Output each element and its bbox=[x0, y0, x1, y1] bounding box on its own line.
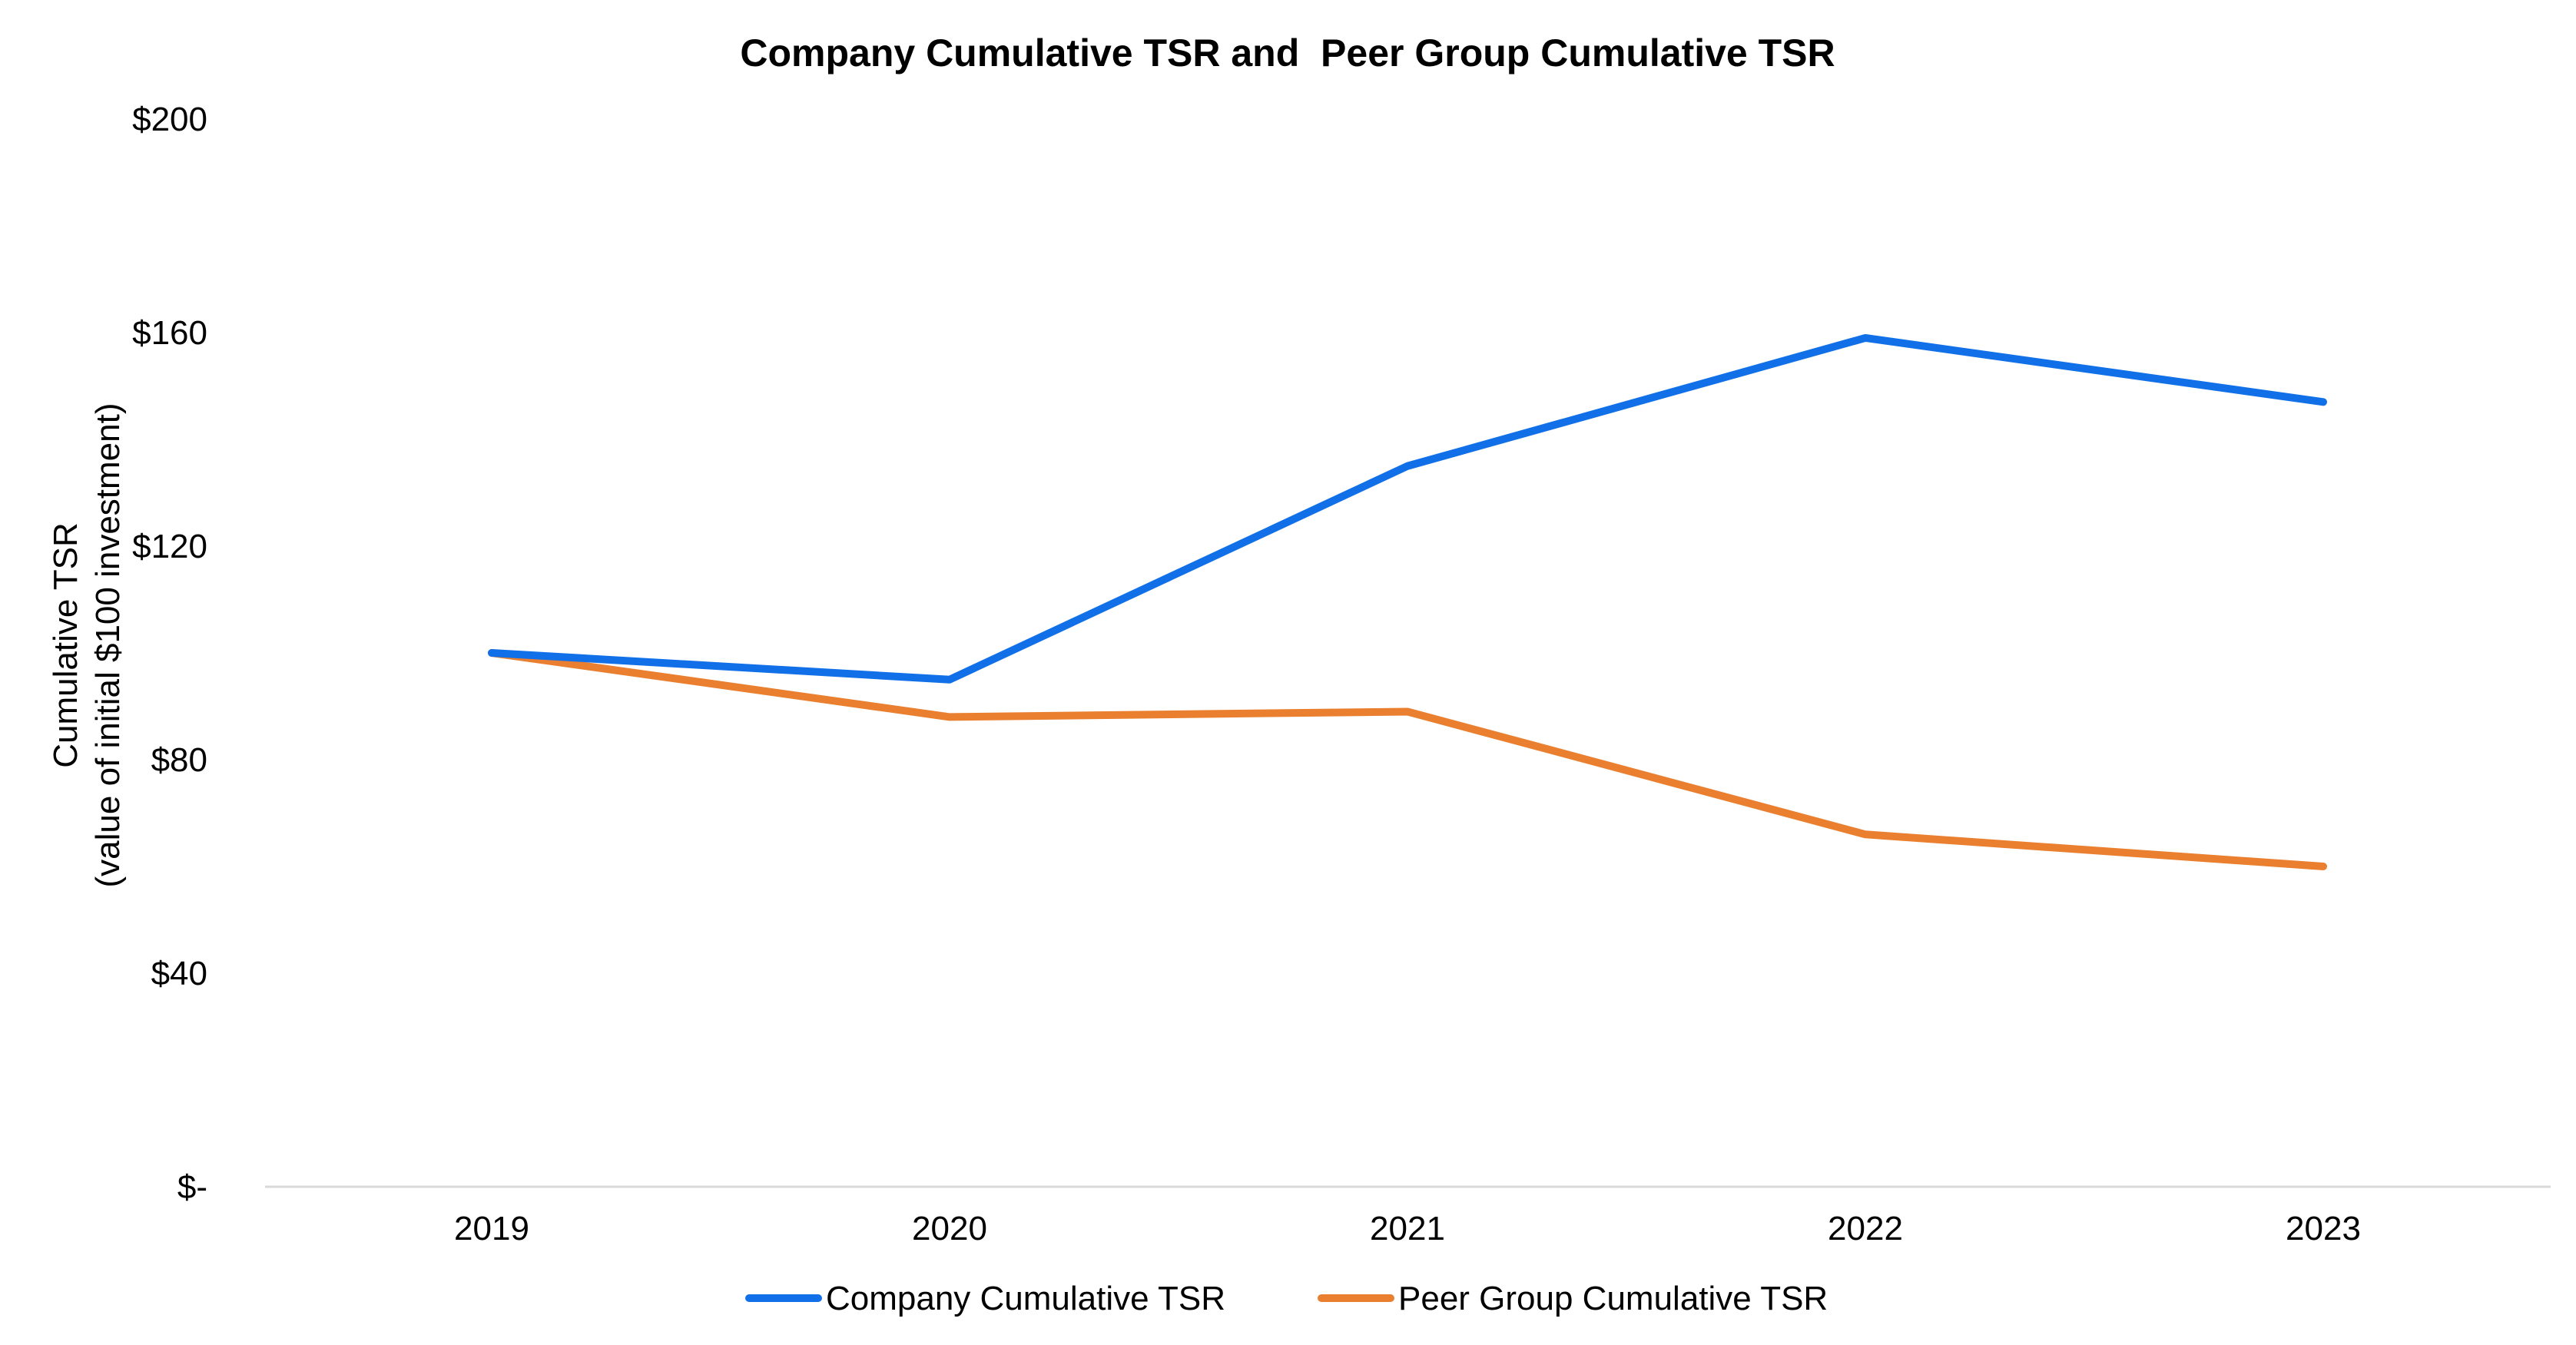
series-lines bbox=[488, 333, 2327, 870]
y-axis-title-line-1: Cumulative TSR bbox=[47, 522, 85, 768]
legend: Company Cumulative TSR Peer Group Cumulat… bbox=[745, 1280, 1828, 1317]
legend-item-company-cumulative-tsr: Company Cumulative TSR bbox=[745, 1280, 1225, 1317]
y-tick-label: $120 bbox=[132, 528, 207, 565]
y-tick-label: $160 bbox=[132, 314, 207, 352]
x-tick-label: 2021 bbox=[1370, 1210, 1445, 1247]
x-tick-label: 2022 bbox=[1828, 1210, 1903, 1247]
x-tick-label: 2019 bbox=[454, 1210, 529, 1247]
legend-item-peer-group-cumulative-tsr: Peer Group Cumulative TSR bbox=[1318, 1280, 1828, 1317]
x-axis-ticks: 2019 2020 2021 2022 2023 bbox=[454, 1210, 2361, 1247]
y-axis-ticks: $- $40 $80 $120 $160 $200 bbox=[132, 101, 207, 1206]
x-tick-label: 2020 bbox=[912, 1210, 987, 1247]
series-line-company-cumulative-tsr bbox=[488, 333, 2327, 684]
chart-title: Company Cumulative TSR and Peer Group Cu… bbox=[740, 31, 1835, 75]
legend-label: Peer Group Cumulative TSR bbox=[1398, 1280, 1828, 1317]
y-axis-title-line-2: (value of initial $100 investment) bbox=[89, 403, 127, 888]
x-tick-label: 2023 bbox=[2286, 1210, 2361, 1247]
y-tick-label: $200 bbox=[132, 101, 207, 138]
y-tick-label: $40 bbox=[151, 955, 207, 992]
y-tick-label: $80 bbox=[151, 741, 207, 779]
series-line-peer-group-cumulative-tsr bbox=[488, 649, 2327, 870]
y-axis-title: Cumulative TSR (value of initial $100 in… bbox=[47, 403, 127, 888]
legend-label: Company Cumulative TSR bbox=[826, 1280, 1225, 1317]
y-tick-label: $- bbox=[177, 1168, 207, 1206]
